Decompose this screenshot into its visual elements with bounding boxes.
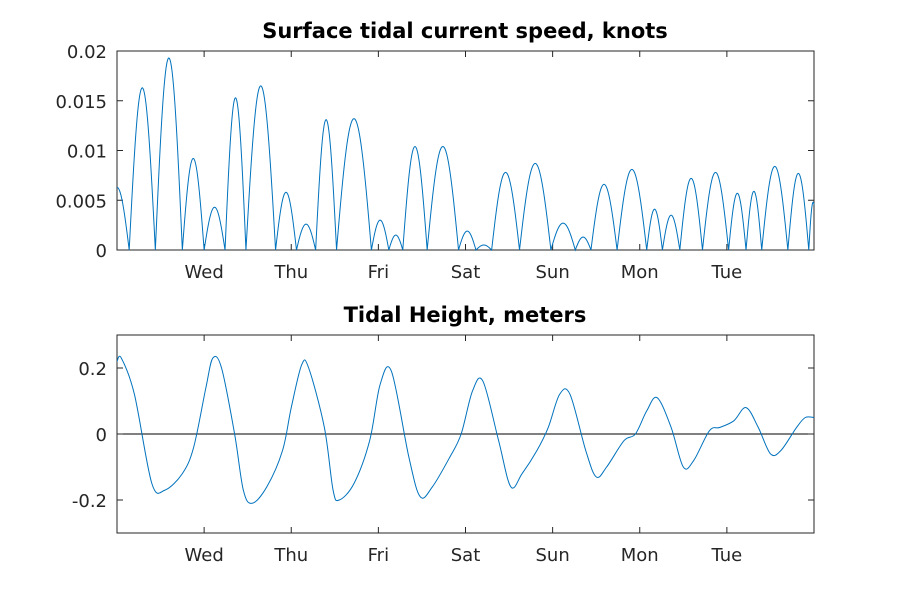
- speed-axes-box: [116, 50, 815, 251]
- height-x-ticks: Wed Thu Fri Sat Sun Mon Tue: [185, 335, 743, 566]
- height-y-tick-label: 0: [96, 425, 107, 446]
- speed-x-tick-label: Tue: [711, 262, 743, 283]
- height-x-tick-label: Thu: [273, 545, 308, 566]
- speed-x-tick-label: Sun: [536, 262, 570, 283]
- height-x-tick-label: Sun: [536, 545, 570, 566]
- speed-chart-title: Surface tidal current speed, knots: [262, 19, 668, 43]
- height-x-tick-label: Mon: [621, 545, 659, 566]
- height-y-tick-label: 0.2: [78, 359, 107, 380]
- speed-y-tick-label: 0.005: [55, 191, 107, 212]
- speed-x-tick-label: Wed: [185, 262, 224, 283]
- speed-y-tick-label: 0.02: [67, 42, 107, 63]
- height-x-tick-label: Sat: [451, 545, 481, 566]
- speed-x-ticks: Wed Thu Fri Sat Sun Mon Tue: [185, 51, 743, 283]
- speed-y-ticks: 0 0.005 0.01 0.015 0.02: [55, 42, 814, 262]
- speed-series-line: [116, 57, 815, 252]
- height-subplot: Tidal Height, meters -0.2 0 0.2 Wed Thu Fri S…: [72, 303, 815, 566]
- speed-y-tick-label: 0.015: [55, 92, 107, 113]
- height-y-ticks: -0.2 0 0.2: [72, 359, 814, 512]
- speed-x-tick-label: Thu: [273, 262, 308, 283]
- height-x-tick-label: Wed: [185, 545, 224, 566]
- speed-y-tick-label: 0.01: [67, 142, 107, 163]
- speed-x-tick-label: Fri: [368, 262, 389, 283]
- height-x-tick-label: Tue: [711, 545, 743, 566]
- height-x-tick-label: Fri: [368, 545, 389, 566]
- speed-x-tick-label: Mon: [621, 262, 659, 283]
- speed-y-tick-label: 0: [96, 241, 107, 262]
- height-chart-title: Tidal Height, meters: [344, 303, 587, 327]
- height-series-line: [116, 355, 815, 504]
- height-y-tick-label: -0.2: [72, 491, 107, 512]
- speed-subplot: Surface tidal current speed, knots 0 0.00…: [55, 19, 815, 283]
- speed-x-tick-label: Sat: [451, 262, 481, 283]
